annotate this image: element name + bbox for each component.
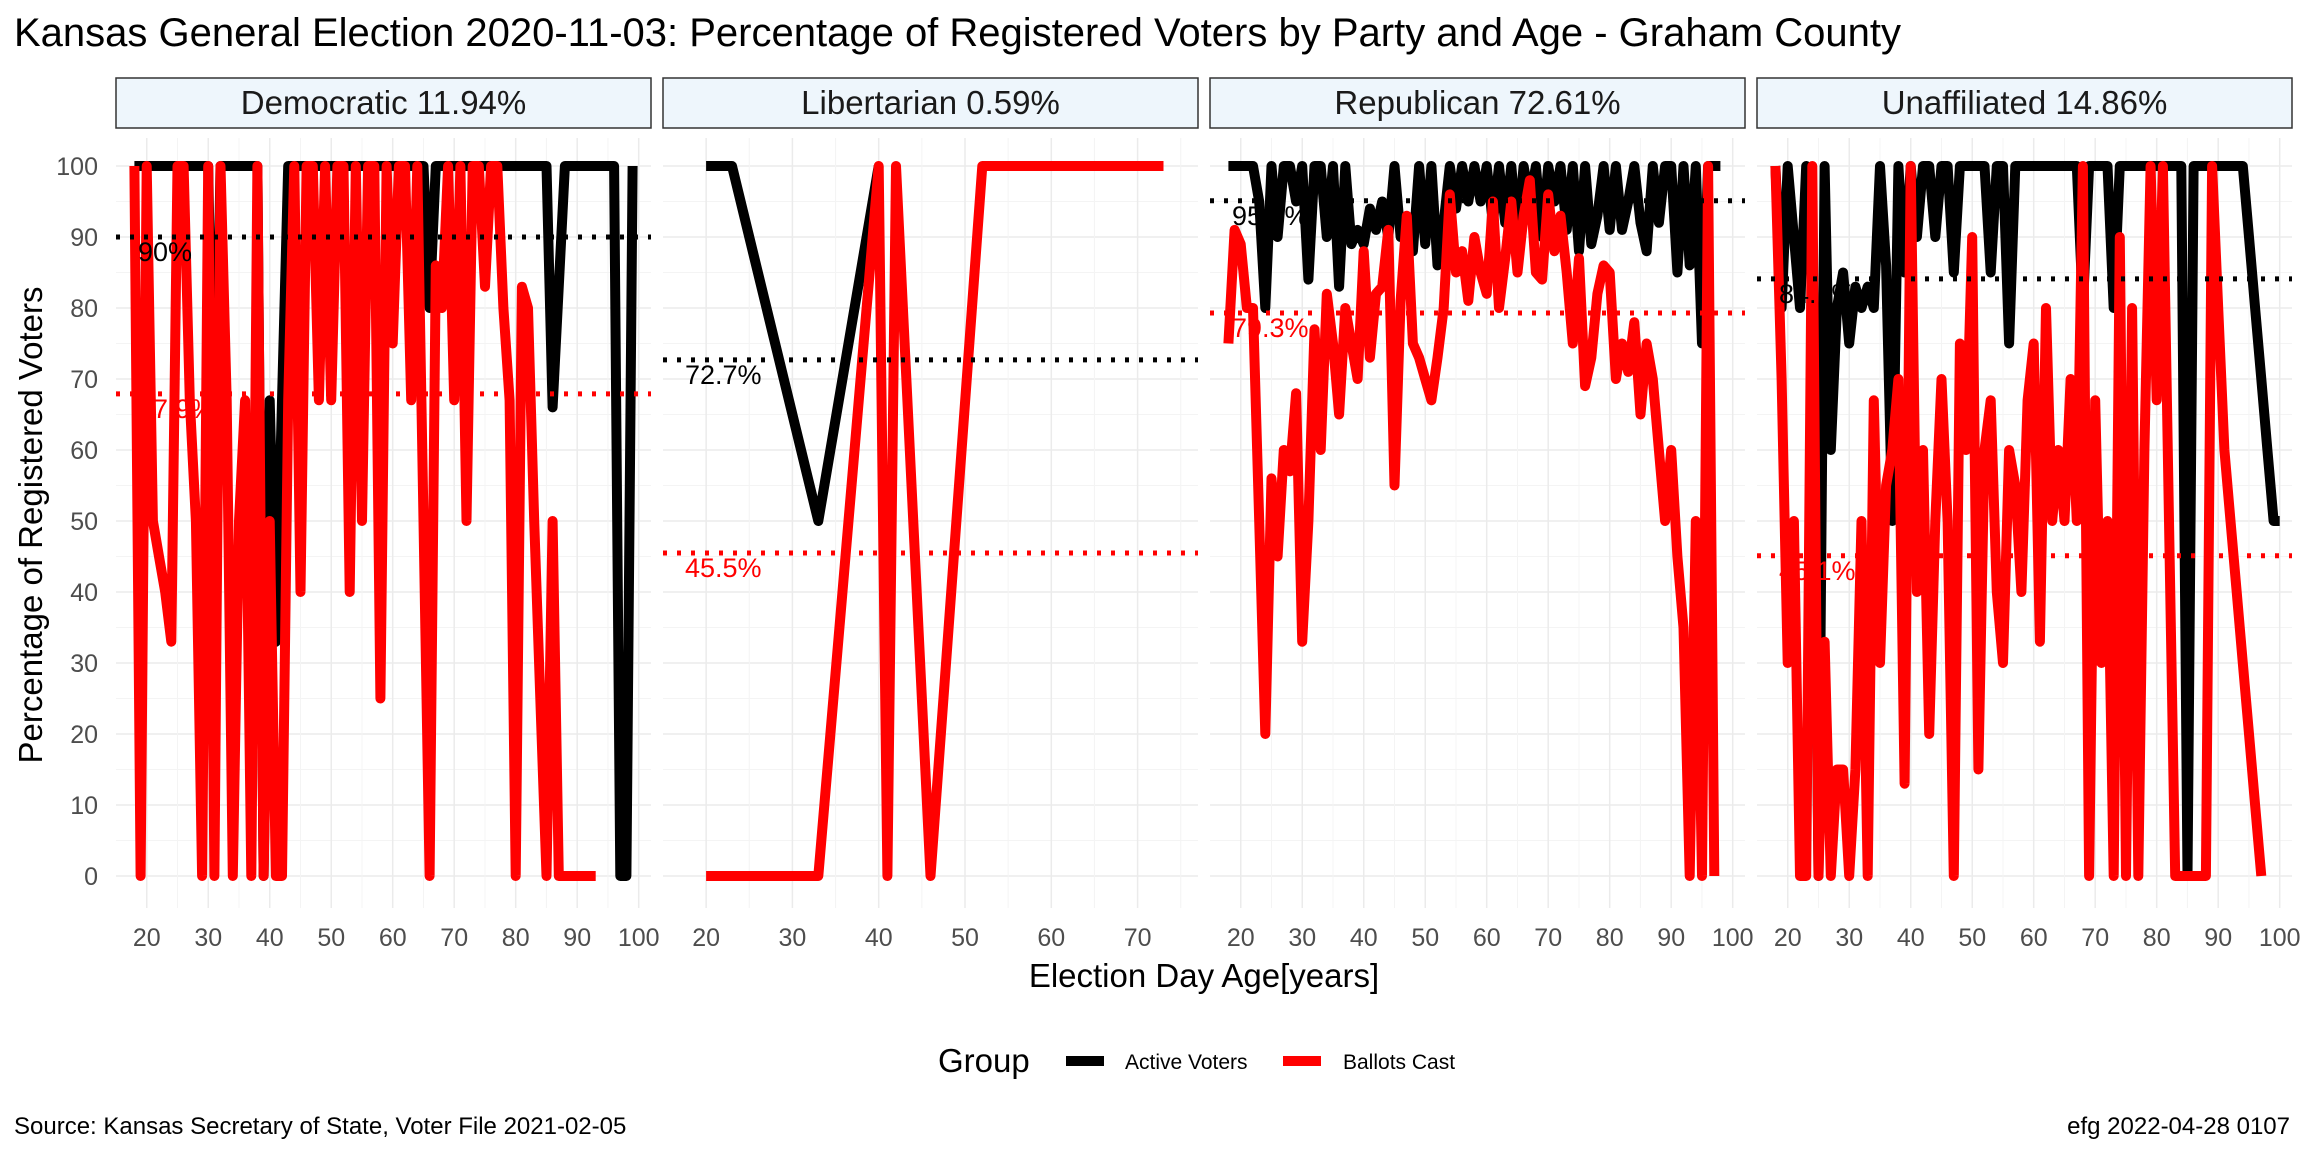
facet-strip-label: Libertarian 0.59%	[801, 84, 1060, 121]
reference-label-ballots-cast: 45.1%	[1779, 556, 1856, 586]
panel-3: Republican 72.61% 20 30 40 50 60 70 80 90 100 95.1…	[1209, 77, 1754, 952]
x-tick-label: 40	[865, 924, 893, 952]
reference-label-ballots-cast: 45.5%	[685, 553, 762, 583]
x-tick-label: 100	[1712, 924, 1754, 952]
x-tick-label: 70	[2081, 924, 2109, 952]
legend: Group Active Voters Ballots Cast	[938, 1042, 1455, 1079]
reference-label-active-voters: 95.1%	[1232, 201, 1309, 231]
x-tick-label: 50	[951, 924, 979, 952]
y-tick-label: 20	[70, 721, 98, 749]
facet-strip-label: Republican 72.61%	[1334, 84, 1620, 121]
y-tick-label: 80	[70, 295, 98, 323]
x-tick-label: 90	[2204, 924, 2232, 952]
reference-label-ballots-cast: 79.3%	[1232, 313, 1309, 343]
x-tick-label: 20	[133, 924, 161, 952]
legend-label-ballots-cast: Ballots Cast	[1343, 1051, 1455, 1074]
y-tick-label: 100	[56, 153, 98, 181]
x-tick-label: 80	[502, 924, 530, 952]
y-tick-label: 10	[70, 792, 98, 820]
x-tick-label: 60	[2020, 924, 2048, 952]
x-tick-label: 40	[1350, 924, 1378, 952]
x-tick-label: 70	[1534, 924, 1562, 952]
x-tick-label: 50	[1958, 924, 1986, 952]
chart-title: Kansas General Election 2020-11-03: Perc…	[14, 11, 1901, 55]
facet-strip-label: Unaffiliated 14.86%	[1882, 84, 2168, 121]
panels-layer: 0 10 20 30 40 50 60 70 80 90 100 Democratic 11.94% 2…	[56, 77, 2301, 952]
facet-strip	[1209, 77, 1746, 129]
x-tick-label: 50	[1411, 924, 1439, 952]
x-tick-label: 40	[1897, 924, 1925, 952]
y-tick-label: 50	[70, 508, 98, 536]
series-line-active-voters	[1228, 161, 1721, 349]
series-line-active-voters	[706, 161, 884, 526]
x-tick-label: 30	[779, 924, 807, 952]
x-tick-label: 100	[618, 924, 660, 952]
y-tick-label: 40	[70, 579, 98, 607]
legend-title: Group	[938, 1042, 1030, 1079]
x-tick-label: 70	[440, 924, 468, 952]
y-tick-label: 90	[70, 224, 98, 252]
x-tick-label: 30	[194, 924, 222, 952]
caption-credit: efg 2022-04-28 0107	[2067, 1113, 2290, 1140]
y-tick-label: 0	[84, 863, 98, 891]
x-tick-label: 30	[1288, 924, 1316, 952]
x-tick-label: 30	[1835, 924, 1863, 952]
x-tick-label: 50	[317, 924, 345, 952]
x-tick-label: 80	[1596, 924, 1624, 952]
x-tick-label: 90	[1657, 924, 1685, 952]
y-tick-label: 30	[70, 650, 98, 678]
series-line-active-voters	[1770, 161, 2280, 881]
y-tick-label: 70	[70, 366, 98, 394]
x-tick-label: 60	[1473, 924, 1501, 952]
series-line-ballots-cast	[706, 161, 1164, 881]
reference-label-ballots-cast: 67.9%	[138, 394, 215, 424]
x-tick-label: 90	[563, 924, 591, 952]
facet-strip-label: Democratic 11.94%	[241, 84, 527, 121]
facet-strip	[1756, 77, 2293, 129]
series-line-ballots-cast	[129, 161, 596, 881]
legend-label-active-voters: Active Voters	[1125, 1051, 1248, 1074]
x-tick-label: 20	[1774, 924, 1802, 952]
reference-label-active-voters: 84.1%	[1779, 279, 1856, 309]
facet-strip	[662, 77, 1199, 129]
x-tick-label: 60	[1037, 924, 1065, 952]
series-line-ballots-cast	[1223, 161, 1720, 881]
x-tick-label: 60	[379, 924, 407, 952]
x-tick-label: 20	[1227, 924, 1255, 952]
series-line-ballots-cast	[1770, 161, 2267, 881]
y-tick-label: 60	[70, 437, 98, 465]
caption-source: Source: Kansas Secretary of State, Voter…	[14, 1113, 626, 1140]
panel-1: Democratic 11.94% 20 30 40 50 60 70 80 90 100 90% 6…	[115, 77, 660, 952]
panel-2: Libertarian 0.59% 20 30 40 50 60 70 72.7% 45.5%	[662, 77, 1199, 952]
x-tick-label: 100	[2259, 924, 2301, 952]
panel-4: Unaffiliated 14.86% 20 30 40 50 60 70 80 90 100 84…	[1756, 77, 2301, 952]
facet-strip	[115, 77, 652, 129]
reference-label-active-voters: 90%	[138, 237, 192, 267]
x-tick-label: 20	[692, 924, 720, 952]
x-tick-label: 40	[256, 924, 284, 952]
x-tick-label: 70	[1124, 924, 1152, 952]
x-tick-label: 80	[2143, 924, 2171, 952]
x-axis-title: Election Day Age[years]	[1029, 957, 1379, 994]
reference-label-active-voters: 72.7%	[685, 360, 762, 390]
y-axis-title: Percentage of Registered Voters	[12, 287, 49, 764]
